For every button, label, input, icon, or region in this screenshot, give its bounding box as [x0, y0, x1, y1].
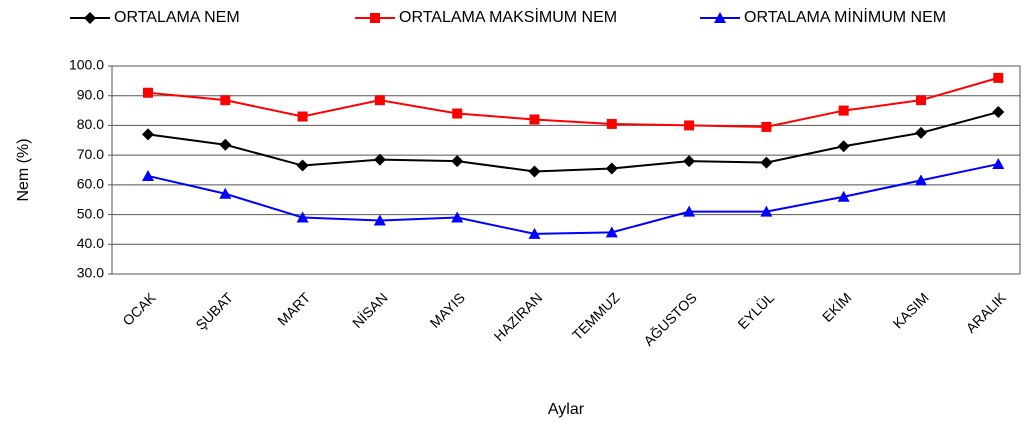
series-line: [147, 76, 999, 128]
x-tick-label: TEMMUZ: [569, 289, 623, 343]
legend-label: ORTALAMA NEM: [114, 9, 240, 26]
marker: [714, 12, 726, 23]
marker: [992, 158, 1005, 170]
marker: [142, 169, 154, 181]
marker: [837, 190, 850, 202]
marker: [684, 120, 695, 131]
y-tick-label: 90.0: [77, 86, 104, 102]
marker: [219, 187, 232, 199]
marker: [296, 159, 309, 172]
legend-label: ORTALAMA MİNİMUM NEM: [744, 7, 946, 26]
marker: [452, 108, 463, 119]
x-tick-label: EKİM: [818, 289, 854, 325]
x-tick-label: ŞUBAT: [192, 289, 236, 333]
x-tick-label: OCAK: [119, 289, 159, 329]
marker: [451, 155, 464, 168]
marker: [451, 211, 464, 223]
marker: [838, 105, 849, 116]
x-tick-label: MART: [274, 289, 313, 328]
x-tick-label: KASIM: [890, 289, 932, 331]
marker: [219, 138, 232, 151]
x-tick-label: MAYIS: [427, 289, 468, 330]
marker: [528, 227, 541, 239]
x-tick-label: EYLÜL: [734, 289, 778, 333]
x-tick-label: ARALIK: [963, 289, 1010, 336]
marker: [84, 12, 96, 24]
marker: [915, 174, 927, 186]
y-tick-label: 100.0: [69, 57, 104, 73]
y-tick-label: 40.0: [77, 235, 104, 251]
y-tick-label: 80.0: [77, 116, 104, 132]
marker: [142, 128, 154, 141]
marker: [296, 211, 309, 223]
y-axis-title: Nem (%): [15, 138, 32, 201]
marker: [760, 205, 773, 217]
y-tick-label: 50.0: [77, 205, 104, 221]
marker: [528, 165, 541, 178]
y-tick-label: 30.0: [77, 265, 104, 281]
series-line: [147, 111, 999, 173]
series-line: [147, 163, 999, 235]
marker: [993, 72, 1004, 83]
marker: [916, 95, 926, 106]
marker: [683, 205, 696, 217]
marker: [143, 87, 153, 98]
marker: [605, 162, 618, 175]
marker: [529, 114, 540, 125]
marker: [370, 13, 380, 23]
x-tick-label: AĞUSTOS: [640, 289, 700, 349]
y-tick-label: 60.0: [77, 176, 104, 192]
legend-label: ORTALAMA MAKSİMUM NEM: [399, 7, 617, 26]
marker: [374, 95, 385, 106]
marker: [373, 153, 386, 166]
marker: [992, 106, 1005, 119]
x-tick-label: NİSAN: [348, 289, 390, 331]
marker: [915, 126, 927, 139]
marker: [837, 140, 850, 153]
x-axis-title: Aylar: [548, 401, 585, 418]
marker: [373, 214, 386, 226]
marker: [606, 118, 617, 129]
marker: [683, 155, 696, 168]
marker: [605, 226, 618, 238]
x-tick-label: HAZİRAN: [490, 289, 545, 344]
y-tick-label: 70.0: [77, 146, 104, 162]
marker: [297, 111, 308, 122]
plot-border: [111, 65, 1021, 275]
marker: [760, 156, 773, 169]
marker: [761, 121, 772, 132]
marker: [220, 95, 231, 106]
